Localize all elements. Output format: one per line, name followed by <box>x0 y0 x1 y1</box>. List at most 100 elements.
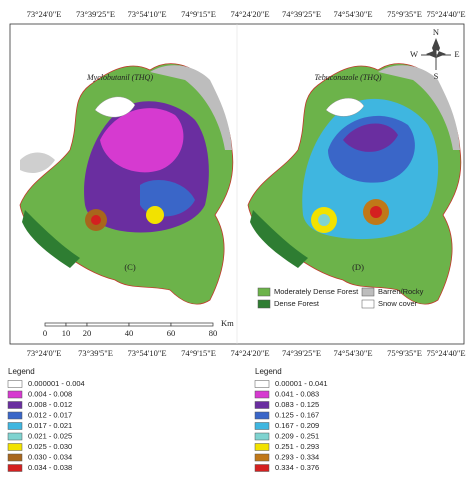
legend-swatch <box>7 464 23 472</box>
legend-label: 0.034 - 0.038 <box>28 463 72 472</box>
panel-tag: (D) <box>352 262 364 272</box>
map-right <box>247 63 462 305</box>
legend-label: 0.167 - 0.209 <box>275 421 319 430</box>
legend-label: 0.004 - 0.008 <box>28 389 72 398</box>
compass-e: E <box>454 49 459 59</box>
compass-n: N <box>433 27 439 37</box>
legend-swatch <box>7 390 23 399</box>
legend-swatch <box>254 464 270 472</box>
legend-label: 0.030 - 0.034 <box>28 452 72 461</box>
legend-label: 0.00001 - 0.041 <box>275 379 328 388</box>
legend-label: 0.334 - 0.376 <box>275 463 319 472</box>
barren <box>150 65 232 150</box>
top-coordinate: 75°24'40"E <box>426 9 465 19</box>
dense-forest <box>22 210 80 268</box>
legend-swatch <box>7 422 23 430</box>
landcover-label: Barren/Rocky <box>378 287 424 296</box>
legend-label: 0.083 - 0.125 <box>275 400 319 409</box>
hotspot <box>91 215 101 225</box>
scale-segment <box>170 322 214 327</box>
zone <box>325 98 365 117</box>
panel-title: Tebuconazole (THQ) <box>314 73 381 82</box>
legend-label: 0.025 - 0.030 <box>28 442 72 451</box>
compass-s: S <box>434 71 439 81</box>
zone <box>100 108 184 173</box>
bottom-coordinate: 75°24'40"E <box>426 348 465 358</box>
scale-tick: 80 <box>209 328 218 338</box>
barren <box>20 152 55 173</box>
bottom-coordinate: 74°24'20"E <box>230 348 269 358</box>
bottom-coordinate: 74°54'30"E <box>333 348 372 358</box>
bottom-coordinate: 74°39'25"E <box>282 348 321 358</box>
bottom-coordinate: 73°24'0"E <box>27 348 62 358</box>
legend-swatch <box>254 380 270 388</box>
scale-tick: 10 <box>62 328 71 338</box>
bottom-coordinate: 73°39'5"E <box>78 348 113 358</box>
legend-swatch <box>254 432 270 441</box>
scale-unit: Km <box>221 318 234 328</box>
bottom-coordinate: 74°9'15"E <box>181 348 216 358</box>
compass-w: W <box>410 49 418 59</box>
landcover-swatch <box>361 299 375 309</box>
scale-tick: 0 <box>43 328 47 338</box>
hotspot <box>370 206 382 218</box>
legend-title: Legend <box>8 367 35 376</box>
scale-segment <box>128 322 172 327</box>
legend-label: 0.021 - 0.025 <box>28 431 72 440</box>
bottom-coordinate: 73°54'10"E <box>127 348 166 358</box>
scale-tick: 60 <box>167 328 176 338</box>
legend-swatch <box>7 432 23 441</box>
legend-label: 0.293 - 0.334 <box>275 452 319 461</box>
top-coordinate: 74°54'30"E <box>333 9 372 19</box>
scale-tick: 40 <box>125 328 134 338</box>
legend-label: 0.251 - 0.293 <box>275 442 319 451</box>
panel-tag: (C) <box>124 262 136 272</box>
top-coordinate: 73°54'10"E <box>127 9 166 19</box>
compass <box>421 38 451 70</box>
legend-swatch <box>7 443 23 451</box>
top-coordinate: 73°39'25"E <box>76 9 115 19</box>
scale-segment <box>65 322 88 327</box>
zone <box>343 123 398 152</box>
landcover-swatch <box>257 299 271 309</box>
top-coordinate: 73°24'0"E <box>27 9 62 19</box>
legend-label: 0.012 - 0.017 <box>28 410 72 419</box>
landcover-label: Dense Forest <box>274 299 320 308</box>
top-coordinate: 74°9'15"E <box>181 9 216 19</box>
legend-label: 0.041 - 0.083 <box>275 389 319 398</box>
hotspot <box>318 214 330 226</box>
landcover-swatch <box>257 287 271 297</box>
bottom-coordinate: 75°9'35"E <box>387 348 422 358</box>
legend-label: 0.017 - 0.021 <box>28 421 72 430</box>
legend-title: Legend <box>255 367 282 376</box>
map-left <box>19 63 234 305</box>
zone <box>94 96 136 118</box>
barren <box>378 65 460 150</box>
scale-tick: 20 <box>83 328 92 338</box>
panel-title: Myclobutanil (THQ) <box>86 73 153 82</box>
legend-label: 0.125 - 0.167 <box>275 410 319 419</box>
legend-swatch <box>7 453 23 462</box>
legend-swatch <box>7 411 23 420</box>
legend-swatch <box>254 453 270 462</box>
dense-forest <box>250 210 308 268</box>
landcover-label: Moderately Dense Forest <box>274 287 359 296</box>
scale-segment <box>44 322 67 327</box>
legend-swatch <box>254 401 270 409</box>
landcover-swatch <box>361 287 375 297</box>
legend-swatch <box>254 422 270 430</box>
legend-label: 0.209 - 0.251 <box>275 431 319 440</box>
legend-swatch <box>254 390 270 399</box>
legend-swatch <box>254 411 270 420</box>
landcover-label: Snow cover <box>378 299 418 308</box>
legend-label: 0.000001 - 0.004 <box>28 379 85 388</box>
legend-swatch <box>254 443 270 451</box>
hotspot <box>146 206 164 224</box>
top-coordinate: 74°24'20"E <box>230 9 269 19</box>
top-coordinate: 75°9'35"E <box>387 9 422 19</box>
top-coordinate: 74°39'25"E <box>282 9 321 19</box>
legend-label: 0.008 - 0.012 <box>28 400 72 409</box>
scale-segment <box>86 322 130 327</box>
